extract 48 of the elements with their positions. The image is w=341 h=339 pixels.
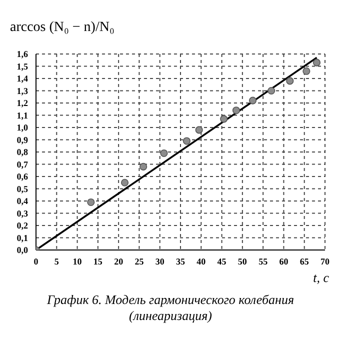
x-tick-label: 60	[279, 256, 289, 266]
y-tick-label: 0,8	[16, 147, 28, 158]
y-tick-label: 0,2	[16, 220, 28, 231]
y-tick-label: 1,2	[16, 98, 28, 108]
point	[140, 162, 148, 170]
x-tick-label: 30	[155, 256, 165, 266]
y-tick-label: 0,4	[16, 196, 28, 206]
y-tick-label: 0,9	[16, 134, 28, 145]
y-tick-label: 0,7	[16, 159, 28, 170]
point	[220, 115, 228, 123]
x-tick-label: 0	[34, 256, 39, 266]
point	[87, 198, 95, 206]
x-tick-label: 35	[176, 256, 186, 266]
y-tick-label: 0,1	[16, 232, 28, 243]
point	[232, 106, 240, 114]
y-tick-label: 1,0	[16, 122, 28, 133]
point	[160, 149, 168, 158]
y-tick-label: 0,5	[16, 184, 28, 194]
point	[286, 77, 294, 85]
point	[268, 86, 276, 95]
y-tick-label: 1,3	[16, 86, 28, 96]
y-tick-label: 1,4	[16, 74, 28, 84]
point	[302, 67, 310, 75]
y-tick-label: 0,6	[16, 172, 28, 182]
x-tick-label: 65	[300, 256, 310, 266]
x-tick-label: 5	[54, 256, 60, 266]
x-tick-label: 55	[258, 256, 268, 266]
y-tick-label: 1,6	[16, 49, 28, 60]
point	[182, 137, 190, 145]
x-tick-label: 20	[114, 256, 124, 266]
y-tick-label: 0,3	[16, 208, 28, 218]
point	[195, 126, 203, 134]
x-tick-label: 50	[238, 256, 248, 266]
text: График 6. Модель гармонического колебания (линеаризация)	[46, 291, 296, 324]
y-axis-title: arccos (N₀ − n)/N₀	[9, 19, 116, 37]
y-tick-label: 0,0	[16, 245, 28, 256]
point	[312, 58, 321, 66]
x-tick-label: 15	[93, 256, 103, 266]
point	[248, 96, 257, 104]
x-tick-label: 70	[320, 256, 330, 266]
y-tick-label: 1,5	[16, 61, 28, 72]
point	[120, 178, 129, 186]
x-tick-label: 45	[217, 256, 227, 266]
x-axis-title: t, с	[312, 270, 330, 286]
x-tick-label: 40	[196, 256, 206, 266]
x-tick-label: 10	[72, 256, 82, 266]
x-tick-label: 25	[134, 256, 144, 266]
y-tick-label: 1,1	[16, 110, 28, 120]
